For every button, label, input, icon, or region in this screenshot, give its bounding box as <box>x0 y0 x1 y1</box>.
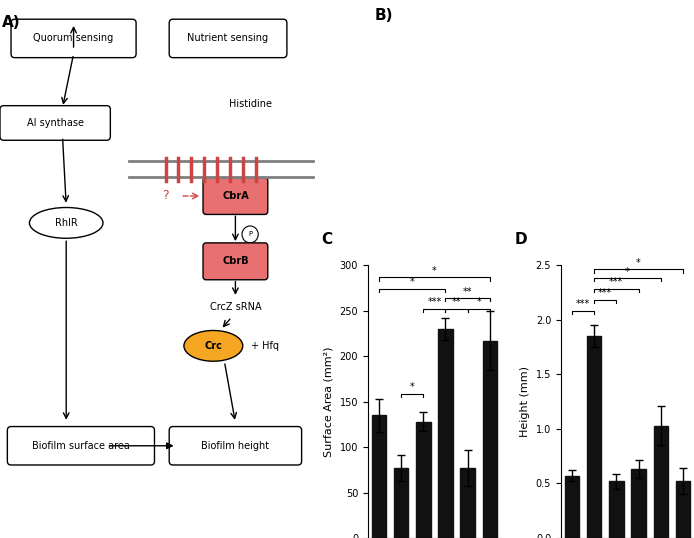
Bar <box>460 468 475 538</box>
Text: ***: *** <box>576 299 590 309</box>
Text: ***: *** <box>428 298 441 307</box>
Bar <box>416 422 430 538</box>
Text: Biofilm surface area: Biofilm surface area <box>32 441 130 451</box>
Text: CbrB: CbrB <box>222 256 248 266</box>
Text: CrcZ sRNA: CrcZ sRNA <box>210 302 261 313</box>
Circle shape <box>242 226 258 243</box>
Text: AI synthase: AI synthase <box>26 118 84 128</box>
FancyBboxPatch shape <box>203 243 268 280</box>
Text: B): B) <box>374 8 393 23</box>
Text: Nutrient sensing: Nutrient sensing <box>187 33 269 44</box>
Bar <box>654 426 668 538</box>
Text: A): A) <box>2 16 20 30</box>
Text: *: * <box>625 266 630 277</box>
FancyBboxPatch shape <box>203 178 268 215</box>
Text: C: C <box>321 232 332 247</box>
Bar <box>632 469 645 538</box>
Text: *: * <box>432 266 437 275</box>
Text: CbrA: CbrA <box>222 191 248 201</box>
Y-axis label: Height (mm): Height (mm) <box>520 366 530 437</box>
Text: ***: *** <box>609 278 623 287</box>
Bar <box>439 329 452 538</box>
Text: *: * <box>410 278 414 287</box>
Text: *: * <box>410 382 414 392</box>
Text: Crc: Crc <box>205 341 222 351</box>
FancyBboxPatch shape <box>11 19 136 58</box>
FancyBboxPatch shape <box>8 427 155 465</box>
Bar <box>587 336 602 538</box>
Text: ***: *** <box>598 288 612 299</box>
Bar <box>609 481 623 538</box>
FancyBboxPatch shape <box>0 105 110 140</box>
Bar <box>394 468 408 538</box>
Text: Histidine: Histidine <box>228 99 271 109</box>
Text: P: P <box>248 231 252 237</box>
Ellipse shape <box>29 208 103 238</box>
FancyBboxPatch shape <box>169 427 302 465</box>
Bar <box>565 476 579 538</box>
Y-axis label: Surface Area (mm²): Surface Area (mm²) <box>324 346 334 457</box>
Text: + Hfq: + Hfq <box>251 341 279 351</box>
Text: *: * <box>636 258 641 268</box>
Bar <box>676 481 690 538</box>
Text: *: * <box>476 298 481 307</box>
Text: Biofilm height: Biofilm height <box>201 441 269 451</box>
Ellipse shape <box>184 330 243 361</box>
Bar <box>482 341 497 538</box>
Text: ?: ? <box>162 189 169 202</box>
Text: **: ** <box>463 287 473 296</box>
FancyBboxPatch shape <box>169 19 287 58</box>
Text: D: D <box>514 232 527 247</box>
Text: RhlR: RhlR <box>55 218 78 228</box>
Bar <box>372 415 386 538</box>
Text: **: ** <box>452 298 462 307</box>
Text: Quorum sensing: Quorum sensing <box>33 33 114 44</box>
